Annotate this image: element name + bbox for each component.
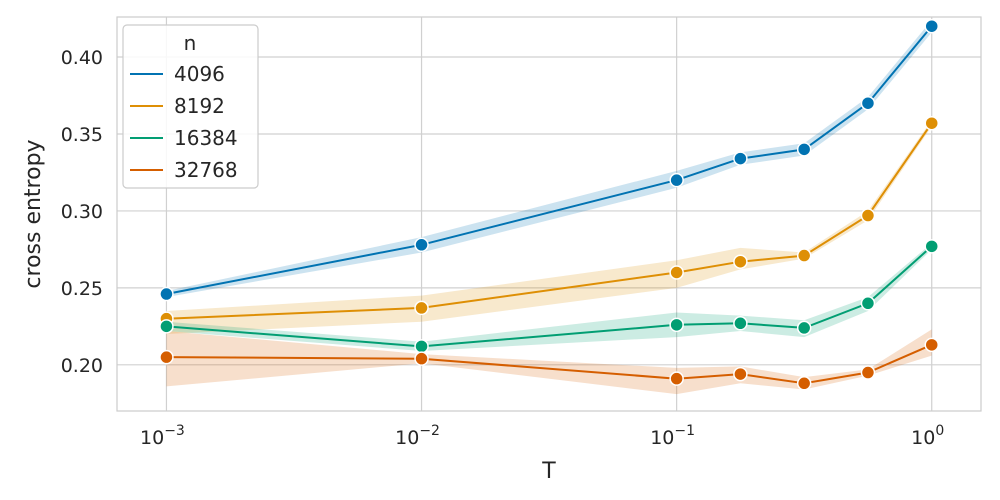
data-point-4096 (414, 237, 429, 253)
plot-background (117, 17, 981, 411)
gridlines (117, 17, 981, 411)
data-point-32768 (733, 366, 748, 382)
data-point-4096 (159, 286, 174, 302)
x-axis-label: T (541, 459, 556, 484)
confidence-band-8192 (166, 120, 932, 334)
plot-area (117, 17, 981, 411)
data-point-8192 (796, 248, 812, 263)
data-point-16384 (796, 320, 812, 336)
series-markers (159, 18, 939, 391)
data-point-16384 (733, 316, 748, 331)
data-point-32768 (924, 337, 939, 353)
data-point-16384 (669, 317, 684, 333)
data-point-8192 (924, 115, 939, 131)
data-point-32768 (796, 376, 812, 391)
x-tick-label: 10−2 (395, 423, 440, 449)
y-tick-label: 0.40 (61, 47, 103, 69)
data-point-16384 (159, 319, 174, 334)
data-point-16384 (414, 339, 429, 354)
data-point-4096 (796, 142, 812, 157)
x-tick-label: 10−3 (140, 423, 185, 449)
y-tick-label: 0.35 (61, 124, 103, 146)
data-point-16384 (860, 296, 876, 311)
data-point-8192 (669, 265, 684, 280)
tick-labels: 10−3 10−2 10−1 100 0.20 0.25 0.30 0.35 0.40 (61, 47, 945, 449)
data-point-8192 (414, 300, 429, 316)
legend-label-32768: 32768 (174, 158, 238, 182)
legend-box (122, 24, 259, 189)
x-tick-label: 100 (911, 423, 944, 449)
data-point-4096 (669, 172, 684, 188)
data-point-32768 (669, 371, 684, 386)
y-tick-label: 0.25 (61, 278, 103, 300)
data-point-4096 (860, 95, 876, 111)
data-point-32768 (860, 365, 876, 380)
x-tick-label: 10−1 (650, 423, 695, 449)
data-point-8192 (733, 254, 748, 269)
y-tick-label: 0.30 (61, 201, 103, 223)
data-point-32768 (159, 349, 174, 365)
data-point-4096 (733, 151, 748, 166)
data-point-32768 (414, 351, 429, 366)
plot-frame (116, 16, 982, 412)
legend-title: n (184, 31, 197, 55)
y-axis-label: cross entropy (21, 139, 46, 288)
legend: n 4096 8192 16384 32768 (122, 24, 259, 189)
confidence-band-4096 (166, 20, 932, 298)
legend-label-4096: 4096 (174, 62, 225, 86)
data-point-16384 (924, 239, 939, 254)
plot-border (116, 16, 982, 412)
data-point-4096 (924, 18, 939, 34)
y-tick-label: 0.20 (61, 355, 103, 377)
data-point-8192 (860, 208, 876, 223)
legend-label-8192: 8192 (174, 94, 225, 118)
legend-label-16384: 16384 (174, 126, 238, 150)
